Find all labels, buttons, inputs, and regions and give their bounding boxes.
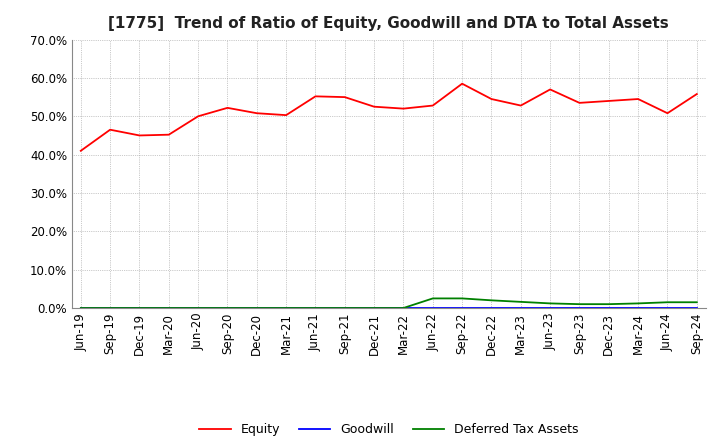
Goodwill bbox=[194, 305, 202, 311]
Deferred Tax Assets bbox=[663, 300, 672, 305]
Goodwill bbox=[253, 305, 261, 311]
Deferred Tax Assets bbox=[135, 305, 144, 311]
Equity bbox=[370, 104, 379, 109]
Deferred Tax Assets bbox=[605, 301, 613, 307]
Goodwill bbox=[487, 305, 496, 311]
Goodwill bbox=[135, 305, 144, 311]
Deferred Tax Assets bbox=[516, 299, 525, 304]
Goodwill bbox=[164, 305, 173, 311]
Equity bbox=[458, 81, 467, 86]
Deferred Tax Assets bbox=[223, 305, 232, 311]
Deferred Tax Assets bbox=[106, 305, 114, 311]
Goodwill bbox=[282, 305, 290, 311]
Goodwill bbox=[341, 305, 349, 311]
Deferred Tax Assets bbox=[634, 301, 642, 306]
Goodwill bbox=[663, 305, 672, 311]
Equity bbox=[399, 106, 408, 111]
Equity bbox=[194, 114, 202, 119]
Equity bbox=[634, 96, 642, 102]
Deferred Tax Assets bbox=[164, 305, 173, 311]
Equity bbox=[693, 92, 701, 97]
Goodwill bbox=[106, 305, 114, 311]
Deferred Tax Assets bbox=[253, 305, 261, 311]
Goodwill bbox=[516, 305, 525, 311]
Line: Equity: Equity bbox=[81, 84, 697, 151]
Equity bbox=[106, 127, 114, 132]
Line: Deferred Tax Assets: Deferred Tax Assets bbox=[81, 298, 697, 308]
Goodwill bbox=[693, 305, 701, 311]
Equity bbox=[253, 110, 261, 116]
Deferred Tax Assets bbox=[458, 296, 467, 301]
Deferred Tax Assets bbox=[546, 301, 554, 306]
Legend: Equity, Goodwill, Deferred Tax Assets: Equity, Goodwill, Deferred Tax Assets bbox=[194, 418, 583, 440]
Deferred Tax Assets bbox=[194, 305, 202, 311]
Goodwill bbox=[428, 305, 437, 311]
Equity bbox=[282, 113, 290, 118]
Goodwill bbox=[76, 305, 85, 311]
Equity bbox=[575, 100, 584, 106]
Deferred Tax Assets bbox=[282, 305, 290, 311]
Deferred Tax Assets bbox=[76, 305, 85, 311]
Goodwill bbox=[458, 305, 467, 311]
Deferred Tax Assets bbox=[487, 298, 496, 303]
Equity bbox=[164, 132, 173, 137]
Deferred Tax Assets bbox=[428, 296, 437, 301]
Goodwill bbox=[399, 305, 408, 311]
Goodwill bbox=[546, 305, 554, 311]
Equity bbox=[76, 148, 85, 154]
Equity bbox=[135, 133, 144, 138]
Deferred Tax Assets bbox=[370, 305, 379, 311]
Equity bbox=[663, 110, 672, 116]
Deferred Tax Assets bbox=[341, 305, 349, 311]
Goodwill bbox=[223, 305, 232, 311]
Deferred Tax Assets bbox=[311, 305, 320, 311]
Deferred Tax Assets bbox=[693, 300, 701, 305]
Goodwill bbox=[311, 305, 320, 311]
Equity bbox=[546, 87, 554, 92]
Equity bbox=[428, 103, 437, 108]
Equity bbox=[487, 96, 496, 102]
Equity bbox=[311, 94, 320, 99]
Goodwill bbox=[605, 305, 613, 311]
Goodwill bbox=[634, 305, 642, 311]
Deferred Tax Assets bbox=[399, 305, 408, 311]
Deferred Tax Assets bbox=[575, 301, 584, 307]
Goodwill bbox=[575, 305, 584, 311]
Equity bbox=[223, 105, 232, 110]
Title: [1775]  Trend of Ratio of Equity, Goodwill and DTA to Total Assets: [1775] Trend of Ratio of Equity, Goodwil… bbox=[109, 16, 669, 32]
Equity bbox=[341, 95, 349, 100]
Goodwill bbox=[370, 305, 379, 311]
Equity bbox=[605, 98, 613, 103]
Equity bbox=[516, 103, 525, 108]
